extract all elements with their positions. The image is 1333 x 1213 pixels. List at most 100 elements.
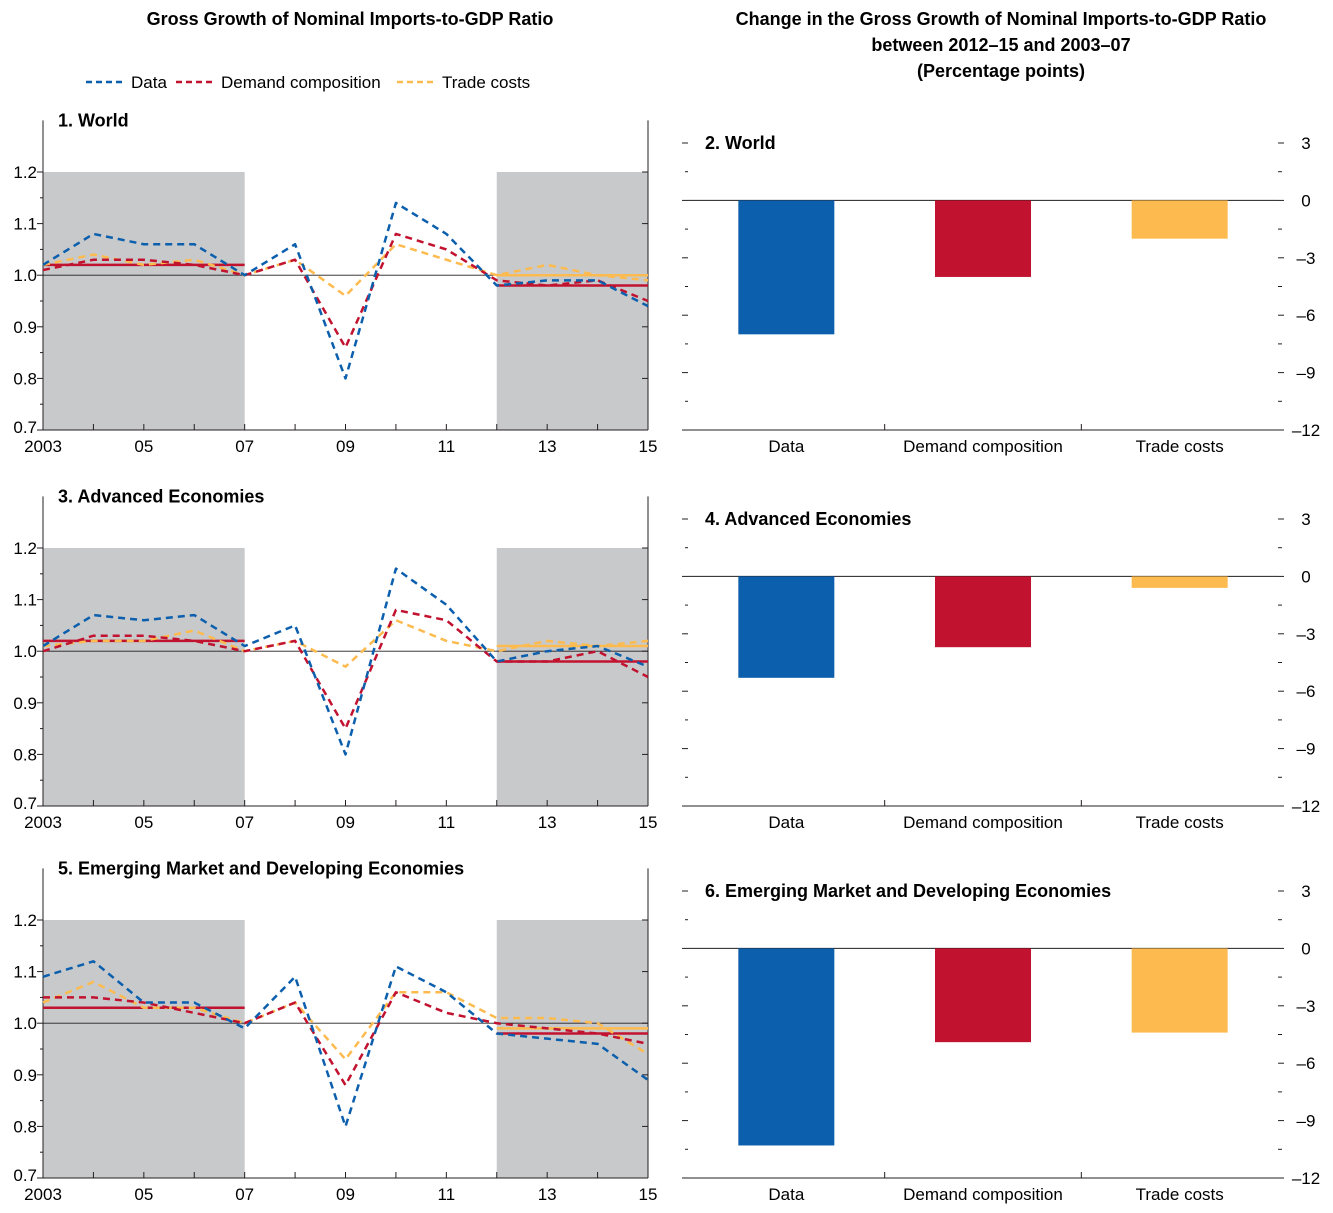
- y-tick-label-2: 0.9: [13, 694, 37, 713]
- x-tick-label-3: 09: [336, 813, 355, 832]
- y-tick-label-4: 1.1: [13, 963, 37, 982]
- x-tick-label-6: 15: [639, 1185, 658, 1204]
- y-tick-label-4: 1.1: [13, 215, 37, 234]
- y-tick-label-3: –6: [1297, 682, 1316, 701]
- bar-trade-costs: [1131, 200, 1228, 239]
- bar-panel-5: 3 0 –3 –6 –9 –12 Data Demand composition Trade c…: [682, 881, 1320, 1204]
- y-tick-label-0: 0.7: [13, 418, 37, 437]
- x-tick-label-0: 2003: [24, 1185, 62, 1204]
- x-tick-label-2: Trade costs: [1136, 437, 1224, 456]
- bar-trade-costs: [1131, 576, 1228, 588]
- bar-data: [738, 200, 835, 335]
- legend-label-data: Data: [131, 73, 167, 92]
- y-tick-label-0: 3: [1301, 882, 1310, 901]
- y-tick-label-1: 0: [1301, 567, 1310, 586]
- x-tick-label-4: 11: [438, 437, 456, 456]
- y-tick-label-2: –3: [1297, 625, 1316, 644]
- y-tick-label-5: –12: [1292, 1169, 1320, 1188]
- y-tick-label-1: 0.8: [13, 745, 37, 764]
- y-tick-label-0: 3: [1301, 510, 1310, 529]
- y-tick-label-3: 1.0: [13, 266, 37, 285]
- panel-title: 5. Emerging Market and Developing Econom…: [58, 858, 464, 878]
- y-tick-label-2: –3: [1297, 997, 1316, 1016]
- bar-demand-composition: [935, 576, 1031, 648]
- x-tick-label-1: 05: [134, 1185, 153, 1204]
- y-tick-label-2: 0.9: [13, 318, 37, 337]
- y-tick-label-3: –6: [1297, 306, 1316, 325]
- bar-demand-composition: [935, 948, 1031, 1043]
- series-line-trade-costs: [42, 242, 649, 298]
- bar-data: [738, 576, 835, 678]
- x-tick-label-4: 11: [438, 813, 456, 832]
- series-line-demand-composition: [42, 232, 649, 349]
- series-line-demand-composition: [43, 990, 649, 1087]
- series-line-demand-composition: [42, 608, 649, 730]
- series-line-data: [42, 201, 649, 380]
- x-tick-label-1: 05: [134, 813, 153, 832]
- y-tick-label-5: –12: [1292, 797, 1320, 816]
- x-tick-label-2: Trade costs: [1136, 1185, 1224, 1204]
- shaded-period-0: [43, 548, 245, 806]
- y-tick-label-1: 0.8: [13, 369, 37, 388]
- y-tick-label-4: –9: [1297, 1112, 1316, 1131]
- left-column-title: Gross Growth of Nominal Imports-to-GDP R…: [147, 9, 554, 29]
- right-column-title-line-2: between 2012–15 and 2003–07: [871, 35, 1130, 55]
- bar-data: [738, 948, 835, 1146]
- panel-title: 6. Emerging Market and Developing Econom…: [705, 881, 1111, 901]
- shaded-period-1: [496, 548, 648, 806]
- legend-label-trade-costs: Trade costs: [442, 73, 530, 92]
- x-tick-label-1: Demand composition: [903, 1185, 1063, 1204]
- x-tick-label-1: Demand composition: [903, 437, 1063, 456]
- y-tick-label-3: 1.0: [13, 1014, 37, 1033]
- x-tick-label-0: Data: [768, 813, 804, 832]
- y-tick-label-2: –3: [1297, 249, 1316, 268]
- x-tick-label-5: 13: [538, 1185, 557, 1204]
- x-tick-label-5: 13: [538, 437, 557, 456]
- right-column-title-line-3: (Percentage points): [917, 61, 1085, 81]
- x-tick-label-2: Trade costs: [1136, 813, 1224, 832]
- y-tick-label-5: –12: [1292, 421, 1320, 440]
- y-tick-label-5: 1.2: [13, 911, 37, 930]
- y-tick-label-1: 0.8: [13, 1117, 37, 1136]
- series-line-trade-costs: [42, 980, 649, 1061]
- panel-title: 4. Advanced Economies: [705, 509, 911, 529]
- x-tick-label-2: 07: [235, 813, 254, 832]
- line-panel-2: 0.7 0.8 0.9 1.0 1.1 1.2 2003 05 07 09 11 13 15 3. Adv…: [13, 486, 657, 832]
- shaded-period-1: [496, 920, 648, 1178]
- right-column-title-line-1: Change in the Gross Growth of Nominal Im…: [736, 9, 1267, 29]
- right-column-header: Change in the Gross Growth of Nominal Im…: [736, 9, 1267, 81]
- y-tick-label-2: 0.9: [13, 1066, 37, 1085]
- y-tick-label-5: 1.2: [13, 163, 37, 182]
- bar-panel-1: 3 0 –3 –6 –9 –12 Data Demand composition Trade c…: [682, 133, 1320, 456]
- y-tick-label-1: 0: [1301, 939, 1310, 958]
- bar-panel-3: 3 0 –3 –6 –9 –12 Data Demand composition Trade c…: [682, 509, 1320, 832]
- x-tick-label-3: 09: [336, 437, 355, 456]
- y-tick-label-0: 0.7: [13, 794, 37, 813]
- panel-title: 1. World: [58, 110, 129, 130]
- y-tick-label-3: 1.0: [13, 642, 37, 661]
- x-tick-label-0: Data: [768, 437, 804, 456]
- x-tick-label-1: 05: [134, 437, 153, 456]
- y-tick-label-3: –6: [1297, 1054, 1316, 1073]
- x-tick-label-4: 11: [438, 1185, 456, 1204]
- y-tick-label-4: 1.1: [13, 591, 37, 610]
- series-line-data: [42, 960, 649, 1128]
- y-tick-label-0: 3: [1301, 134, 1310, 153]
- x-tick-label-2: 07: [235, 437, 254, 456]
- shaded-period-0: [43, 172, 245, 430]
- x-tick-label-0: Data: [768, 1185, 804, 1204]
- legend-label-demand-composition: Demand composition: [221, 73, 381, 92]
- x-tick-label-2: 07: [235, 1185, 254, 1204]
- line-panel-4: 0.7 0.8 0.9 1.0 1.1 1.2 2003 05 07 09 11 13 15 5. Eme…: [13, 858, 657, 1204]
- legend: Data Demand composition Trade costs: [86, 73, 530, 92]
- panel-title: 2. World: [705, 133, 776, 153]
- series-line-data: [42, 567, 649, 756]
- x-tick-label-3: 09: [336, 1185, 355, 1204]
- y-tick-label-5: 1.2: [13, 539, 37, 558]
- shaded-period-1: [496, 172, 648, 430]
- y-tick-label-0: 0.7: [13, 1166, 37, 1185]
- series-line-trade-costs: [42, 618, 649, 668]
- x-tick-label-0: 2003: [24, 437, 62, 456]
